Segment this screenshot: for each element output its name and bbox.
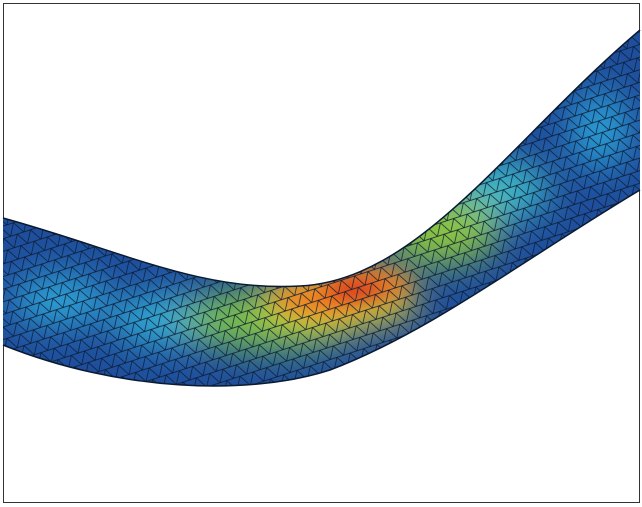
tube-outline: [2, 29, 641, 387]
